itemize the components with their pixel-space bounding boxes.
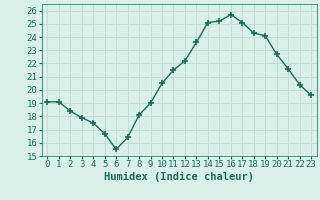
X-axis label: Humidex (Indice chaleur): Humidex (Indice chaleur)	[104, 172, 254, 182]
